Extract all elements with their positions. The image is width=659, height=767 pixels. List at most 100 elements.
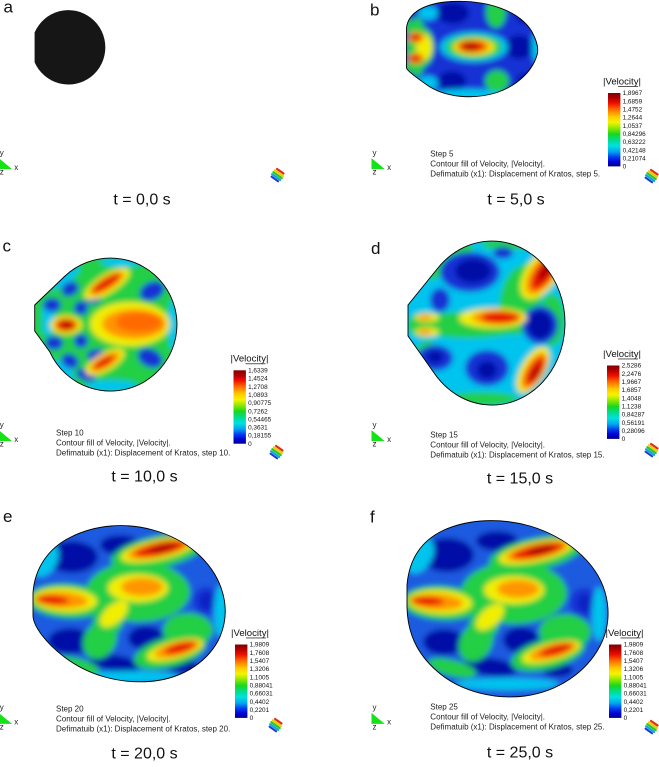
svg-text:1,6857: 1,6857 [622,387,642,394]
svg-text:y: y [0,703,4,712]
svg-text:0: 0 [248,441,252,448]
svg-text:x: x [14,435,18,444]
svg-text:0,21074: 0,21074 [623,155,647,162]
svg-text:z: z [0,168,4,177]
svg-text:z: z [373,440,377,449]
svg-text:y: y [373,703,377,712]
svg-text:x: x [14,163,18,172]
svg-text:Contour fill of Velocity, |Vel: Contour fill of Velocity, |Velocity|. [56,714,171,723]
svg-text:Contour fill of Velocity, |Vel: Contour fill of Velocity, |Velocity|. [430,440,545,449]
svg-text:x: x [14,718,18,727]
svg-text:0,2201: 0,2201 [250,707,270,714]
svg-text:0: 0 [624,715,628,722]
svg-text:1,9667: 1,9667 [622,379,642,386]
svg-text:y: y [373,148,377,157]
svg-text:1,1238: 1,1238 [622,403,642,410]
svg-text:0,84296: 0,84296 [623,131,647,138]
svg-text:1,1005: 1,1005 [250,674,270,681]
svg-text:z: z [373,168,377,177]
svg-text:Contour fill of Velocity, |Vel: Contour fill of Velocity, |Velocity|. [430,159,545,168]
svg-text:a: a [4,0,14,17]
svg-text:0,63222: 0,63222 [623,139,647,146]
svg-text:1,6339: 1,6339 [248,368,268,375]
svg-text:y: y [373,420,377,429]
svg-text:1,7608: 1,7608 [624,650,644,657]
svg-text:0,84287: 0,84287 [622,412,646,419]
svg-text:y: y [0,420,4,429]
svg-text:b: b [370,1,379,20]
svg-text:e: e [3,507,12,526]
svg-text:Contour fill of Velocity, |Vel: Contour fill of Velocity, |Velocity|. [430,712,545,721]
svg-text:Step 20: Step 20 [56,704,84,713]
svg-text:|Velocity|: |Velocity| [603,349,641,360]
svg-text:0: 0 [622,436,626,443]
svg-text:1,0537: 1,0537 [623,123,643,130]
svg-text:Defimatuib (x1): Displacement: Defimatuib (x1): Displacement of Kratos,… [430,722,604,731]
svg-text:0,54465: 0,54465 [248,416,272,423]
svg-text:1,7608: 1,7608 [250,650,270,657]
svg-text:0,90775: 0,90775 [248,400,272,407]
svg-text:0,56191: 0,56191 [622,420,646,427]
svg-text:z: z [373,722,377,731]
svg-text:Step 5: Step 5 [430,149,454,158]
svg-text:|Velocity|: |Velocity| [230,354,268,365]
svg-text:d: d [371,239,380,258]
svg-text:0,88041: 0,88041 [624,682,648,689]
svg-text:1,8967: 1,8967 [623,90,643,97]
svg-text:t = 10,0 s: t = 10,0 s [111,469,177,486]
svg-text:1,5407: 1,5407 [250,658,270,665]
svg-text:Contour fill of Velocity, |Vel: Contour fill of Velocity, |Velocity|. [56,438,171,447]
svg-text:x: x [387,163,391,172]
svg-text:0,2201: 0,2201 [624,707,644,714]
svg-text:0: 0 [250,715,254,722]
svg-text:0,7262: 0,7262 [248,408,268,415]
svg-text:1,9809: 1,9809 [624,642,644,649]
svg-text:|Velocity|: |Velocity| [605,628,643,639]
svg-text:y: y [0,148,4,157]
svg-text:2,2476: 2,2476 [622,371,642,378]
svg-text:Step 10: Step 10 [56,428,84,437]
svg-text:0,18155: 0,18155 [248,433,272,440]
svg-text:1,1005: 1,1005 [624,674,644,681]
svg-text:0,4402: 0,4402 [624,699,644,706]
svg-text:1,4048: 1,4048 [622,395,642,402]
svg-text:c: c [3,237,12,256]
svg-text:Step 25: Step 25 [430,702,458,711]
svg-text:Defimatuib (x1): Displacement: Defimatuib (x1): Displacement of Kratos,… [56,448,230,457]
svg-text:1,4752: 1,4752 [623,107,643,114]
svg-text:1,3206: 1,3206 [624,666,644,673]
svg-text:Defimatuib (x1): Displacement: Defimatuib (x1): Displacement of Kratos,… [56,724,230,733]
svg-text:z: z [0,722,4,731]
svg-text:0,88041: 0,88041 [250,682,274,689]
svg-text:0: 0 [623,164,627,171]
svg-text:f: f [370,508,375,527]
svg-text:2,5286: 2,5286 [622,363,642,370]
svg-text:t = 25,0 s: t = 25,0 s [487,745,553,762]
svg-text:t = 20,0 s: t = 20,0 s [111,746,177,763]
svg-text:0,66031: 0,66031 [624,691,648,698]
svg-text:x: x [387,718,391,727]
svg-text:t = 15,0 s: t = 15,0 s [487,471,553,488]
svg-text:|Velocity|: |Velocity| [231,628,269,639]
svg-text:Defimatuib (x1): Displacement: Defimatuib (x1): Displacement of Kratos,… [430,169,600,178]
svg-text:1,3206: 1,3206 [250,666,270,673]
svg-text:0,66031: 0,66031 [250,691,274,698]
svg-text:1,6859: 1,6859 [623,98,643,105]
svg-text:x: x [387,435,391,444]
svg-text:|Velocity|: |Velocity| [603,76,641,87]
svg-text:Defimatuib (x1): Displacement: Defimatuib (x1): Displacement of Kratos,… [430,450,604,459]
svg-text:1,9809: 1,9809 [250,642,270,649]
svg-text:1,5407: 1,5407 [624,658,644,665]
svg-text:0,42148: 0,42148 [623,147,647,154]
svg-text:1,4524: 1,4524 [248,376,268,383]
svg-text:z: z [0,440,4,449]
svg-text:0,4402: 0,4402 [250,699,270,706]
svg-text:t = 0,0 s: t = 0,0 s [113,192,170,209]
svg-text:0,3631: 0,3631 [248,425,268,432]
svg-text:1,2644: 1,2644 [623,115,643,122]
svg-text:0,28096: 0,28096 [622,428,646,435]
svg-text:1,0893: 1,0893 [248,392,268,399]
svg-text:Step 15: Step 15 [430,430,458,439]
svg-text:1,2708: 1,2708 [248,384,268,391]
svg-text:t = 5,0 s: t = 5,0 s [487,192,544,209]
